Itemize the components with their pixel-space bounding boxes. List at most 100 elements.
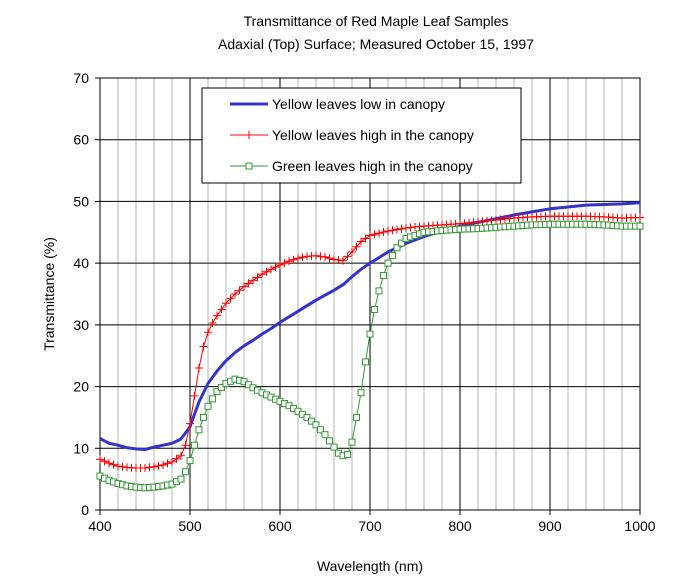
- data-point: [289, 255, 298, 264]
- data-point: [150, 462, 158, 471]
- data-point: [357, 237, 365, 246]
- data-point: [191, 441, 198, 449]
- data-point: [235, 286, 244, 295]
- data-point: [362, 358, 369, 366]
- data-point: [190, 391, 199, 400]
- series-layer: [96, 201, 644, 492]
- data-point: [222, 299, 230, 308]
- data-point: [380, 271, 387, 279]
- data-point: [226, 294, 235, 303]
- x-tick-label: 700: [358, 518, 382, 534]
- data-point: [271, 263, 280, 272]
- data-point: [145, 463, 154, 472]
- data-point: [285, 257, 293, 266]
- data-point: [258, 270, 266, 279]
- data-point: [303, 413, 311, 421]
- data-point: [253, 273, 262, 282]
- data-point: [200, 413, 207, 421]
- data-point: [114, 462, 122, 471]
- data-point: [375, 229, 383, 238]
- data-point: [100, 457, 109, 466]
- data-point: [159, 460, 167, 469]
- y-tick-label: 0: [81, 502, 89, 518]
- data-point: [276, 260, 284, 269]
- data-point: [334, 256, 343, 265]
- data-point: [195, 364, 203, 373]
- data-point: [366, 231, 374, 240]
- x-tick-label: 1000: [624, 518, 655, 534]
- data-point: [168, 457, 176, 466]
- data-point: [177, 451, 185, 460]
- data-point: [388, 226, 397, 235]
- data-point: [204, 402, 212, 410]
- data-point: [316, 252, 325, 261]
- data-point: [213, 388, 221, 396]
- data-point: [154, 461, 163, 470]
- legend-entry-2: Yellow leaves high in the canopy: [230, 127, 474, 143]
- data-point: [186, 457, 194, 465]
- y-axis-title: Transmittance (%): [41, 237, 57, 351]
- data-point: [636, 222, 644, 230]
- data-point: [330, 255, 338, 264]
- y-tick-label: 60: [73, 132, 89, 148]
- legend-label: Yellow leaves low in canopy: [272, 96, 445, 112]
- data-point: [195, 426, 203, 434]
- chart-legend: Yellow leaves low in canopy Yellow leaves…: [201, 87, 522, 184]
- series-3: [96, 220, 644, 492]
- data-point: [326, 437, 333, 445]
- data-point: [199, 342, 208, 351]
- chart-subtitle: Adaxial (Top) Surface; Measured October …: [218, 36, 534, 52]
- data-point: [352, 242, 361, 251]
- data-point: [384, 259, 392, 267]
- x-tick-label: 900: [538, 518, 562, 534]
- data-point: [118, 462, 127, 471]
- data-point: [209, 395, 216, 403]
- legend-entry-3: Green leaves high in the canopy: [230, 158, 473, 174]
- data-point: [357, 389, 365, 397]
- legend-label: Green leaves high in the canopy: [272, 158, 473, 174]
- data-point: [361, 234, 370, 243]
- data-point: [384, 227, 392, 236]
- data-point: [398, 239, 405, 247]
- data-point: [231, 290, 239, 298]
- data-point: [312, 421, 320, 429]
- data-point: [339, 256, 347, 265]
- data-point: [325, 254, 334, 263]
- data-point: [280, 259, 289, 268]
- data-point: [208, 319, 217, 328]
- data-point: [393, 225, 401, 234]
- data-point: [371, 305, 378, 313]
- x-axis-title: Wavelength (nm): [317, 558, 423, 574]
- data-point: [172, 454, 181, 463]
- legend-marker: [245, 131, 253, 139]
- data-point: [213, 311, 221, 320]
- x-tick-label: 500: [178, 518, 202, 534]
- x-tick-label: 400: [88, 518, 112, 534]
- x-tick-label: 600: [268, 518, 292, 534]
- legend-marker: [245, 162, 253, 170]
- data-point: [177, 475, 185, 483]
- data-point: [244, 279, 253, 288]
- axis-ticks: 400 500 600 700 800 900 1000 0 10 20 30 40 50 60 70: [73, 70, 655, 534]
- data-point: [321, 252, 329, 261]
- data-point: [348, 248, 356, 257]
- data-point: [249, 276, 257, 285]
- data-point: [262, 267, 271, 276]
- data-point: [370, 230, 379, 239]
- data-point: [218, 383, 225, 391]
- data-point: [312, 251, 320, 260]
- data-point: [389, 251, 396, 259]
- legend-label: Yellow leaves high in the canopy: [272, 127, 474, 143]
- chart-title: Transmittance of Red Maple Leaf Samples: [244, 13, 509, 29]
- y-tick-label: 40: [73, 255, 89, 271]
- data-point: [217, 305, 226, 314]
- data-point: [317, 426, 324, 434]
- data-point: [109, 460, 118, 469]
- data-point: [163, 459, 172, 468]
- data-point: [321, 431, 329, 439]
- data-point: [96, 455, 104, 464]
- y-tick-label: 50: [73, 193, 89, 209]
- data-point: [181, 441, 190, 450]
- data-point: [348, 438, 356, 446]
- data-point: [375, 287, 383, 295]
